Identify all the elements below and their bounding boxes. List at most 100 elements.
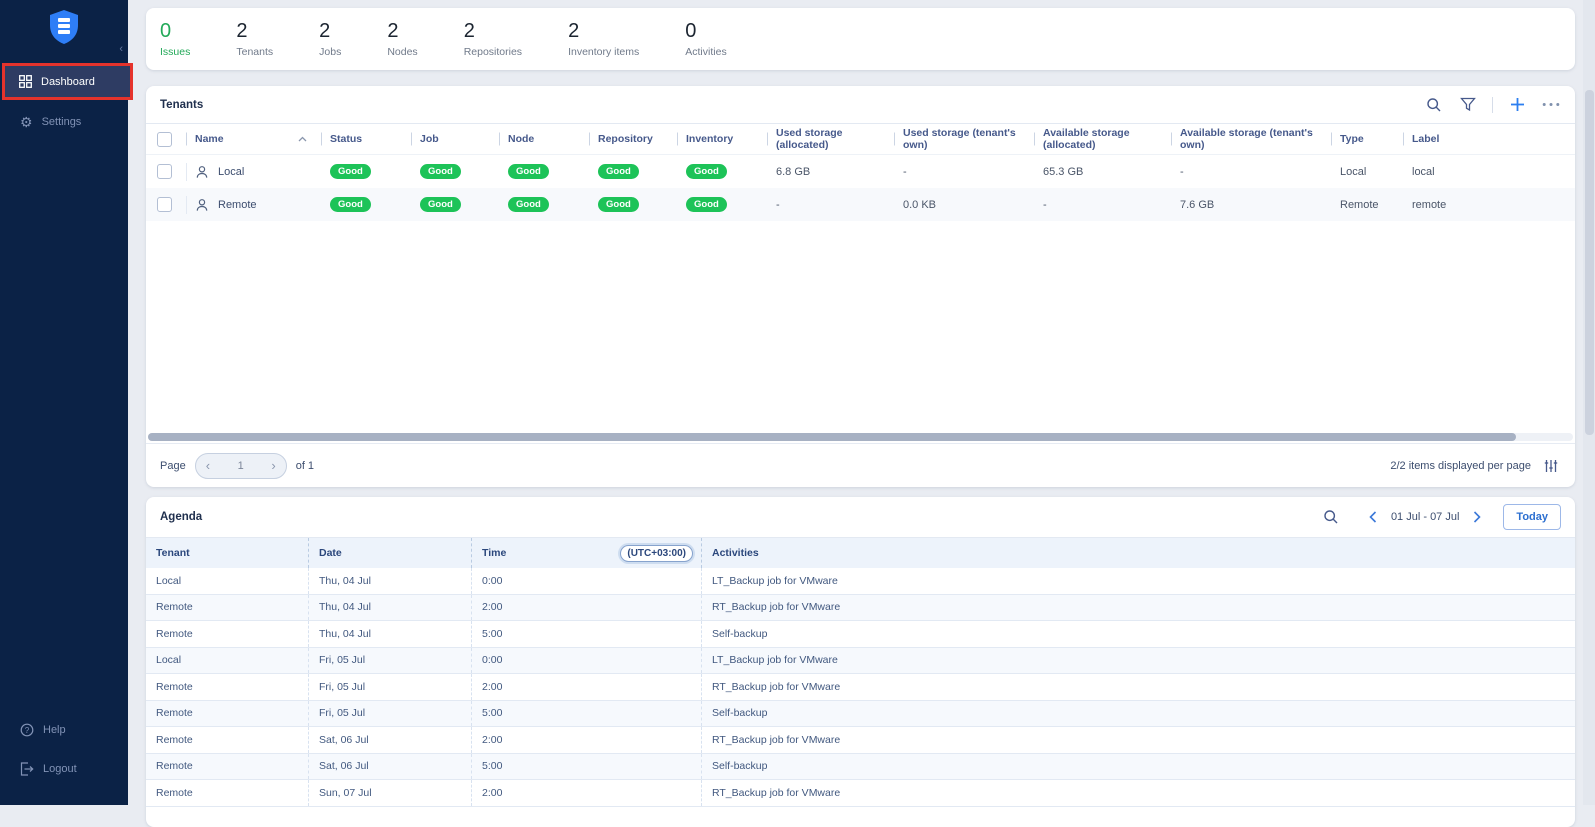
stat-item: 2 Tenants — [236, 21, 273, 58]
time-label: Time — [482, 547, 507, 559]
column-header-job[interactable]: Job — [411, 124, 499, 154]
column-header-node[interactable]: Node — [499, 124, 589, 154]
tenant-name-cell[interactable]: Local — [186, 155, 321, 188]
agenda-header-activities[interactable]: Activities — [712, 547, 759, 559]
stat-value: 2 — [236, 19, 248, 42]
sort-ascending-icon[interactable] — [298, 136, 307, 142]
next-page-icon[interactable]: › — [271, 458, 276, 473]
agenda-header-time[interactable]: Time (UTC+03:00) — [472, 538, 702, 568]
agenda-time-cell: 5:00 — [472, 621, 702, 647]
next-week-icon[interactable] — [1467, 507, 1487, 527]
sidebar-item-help[interactable]: ? Help — [0, 718, 128, 742]
row-checkbox[interactable] — [157, 164, 172, 179]
agenda-tenant-cell: Remote — [146, 753, 309, 779]
agenda-table-header: Tenant Date Time (UTC+03:00) Activities — [146, 538, 1575, 568]
tenant-node-cell: Good — [499, 188, 589, 221]
row-checkbox-cell — [146, 155, 186, 188]
agenda-time-cell: 5:00 — [472, 753, 702, 779]
timezone-badge: (UTC+03:00) — [620, 544, 693, 562]
tenant-name: Local — [218, 165, 245, 178]
today-button[interactable]: Today — [1503, 504, 1561, 530]
sidebar-item-logout[interactable]: Logout — [0, 757, 128, 781]
tenant-status-cell: Good — [321, 155, 411, 188]
agenda-date-cell: Thu, 04 Jul — [309, 568, 472, 594]
vertical-scrollbar-thumb[interactable] — [1584, 90, 1594, 435]
agenda-row[interactable]: Local Thu, 04 Jul 0:00 LT_Backup job for VM… — [146, 568, 1575, 595]
status-badge: Good — [420, 196, 461, 213]
tenant-name-cell[interactable]: Remote — [186, 188, 321, 221]
agenda-row[interactable]: Local Fri, 05 Jul 0:00 LT_Backup job for VM… — [146, 647, 1575, 674]
stat-label: Issues — [160, 45, 191, 58]
row-checkbox[interactable] — [157, 197, 172, 212]
column-settings-icon[interactable] — [1541, 456, 1561, 476]
horizontal-scrollbar-track[interactable] — [148, 433, 1573, 441]
sidebar-collapse-icon[interactable]: ‹ — [119, 43, 123, 55]
stat-item: 2 Jobs — [319, 21, 341, 58]
column-header-inventory[interactable]: Inventory — [677, 124, 767, 154]
stat-value: 2 — [463, 19, 475, 42]
search-icon[interactable] — [1424, 95, 1444, 115]
horizontal-scrollbar-thumb[interactable] — [148, 433, 1516, 441]
column-header-available-storage-tenant-s-own[interactable]: Available storage (tenant's own) — [1171, 124, 1331, 154]
date-range-label: 01 Jul - 07 Jul — [1390, 511, 1460, 523]
tenant-row[interactable]: Remote Good Good Good Good Good - 0.0 KB - 7.6 GB… — [146, 188, 1575, 221]
column-header-name[interactable]: Name — [186, 124, 321, 154]
agenda-row[interactable]: Remote Sat, 06 Jul 2:00 RT_Backup job for V… — [146, 727, 1575, 754]
column-header-available-storage-allocated[interactable]: Available storage (allocated) — [1034, 124, 1171, 154]
svg-text:?: ? — [25, 726, 30, 735]
help-icon: ? — [20, 723, 34, 737]
status-badge: Good — [420, 163, 461, 180]
agenda-activity-cell: LT_Backup job for VMware — [712, 574, 838, 587]
agenda-activity-cell: RT_Backup job for VMware — [712, 786, 841, 799]
vertical-scrollbar-track[interactable] — [1583, 0, 1595, 805]
current-page: 1 — [237, 459, 244, 472]
select-all-checkbox[interactable] — [157, 131, 172, 147]
status-badge: Good — [508, 196, 549, 213]
status-badge: Good — [686, 196, 727, 213]
agenda-row[interactable]: Remote Thu, 04 Jul 5:00 Self-backup — [146, 621, 1575, 648]
agenda-time-cell: 2:00 — [472, 594, 702, 620]
column-header-used-storage-allocated[interactable]: Used storage (allocated) — [767, 124, 894, 154]
tenant-job-cell: Good — [411, 188, 499, 221]
tenant-tenant-type-cell: Remote — [1340, 198, 1379, 211]
tenant-used-storage-own-cell: - — [903, 165, 907, 178]
agenda-time-cell: 5:00 — [472, 700, 702, 726]
agenda-row[interactable]: Remote Sun, 07 Jul 2:00 RT_Backup job for V… — [146, 780, 1575, 807]
sidebar-item-dashboard[interactable]: Dashboard — [2, 63, 133, 100]
agenda-row[interactable]: Remote Thu, 04 Jul 2:00 RT_Backup job for V… — [146, 594, 1575, 621]
stat-item: 0 Activities — [685, 21, 726, 58]
agenda-time-cell: 0:00 — [472, 568, 702, 594]
column-header-type[interactable]: Type — [1331, 124, 1403, 154]
stat-value: 2 — [319, 19, 331, 42]
agenda-header-date[interactable]: Date — [309, 538, 472, 568]
agenda-row[interactable]: Remote Fri, 05 Jul 2:00 RT_Backup job for V… — [146, 674, 1575, 701]
filter-icon[interactable] — [1458, 95, 1478, 115]
status-badge: Good — [508, 163, 549, 180]
tenant-row[interactable]: Local Good Good Good Good Good 6.8 GB - 65.3 GB -… — [146, 155, 1575, 188]
gear-icon: ⚙ — [20, 114, 33, 130]
tenant-inventory-cell: Good — [677, 155, 767, 188]
tenant-tenant-label-cell: remote — [1412, 198, 1447, 211]
agenda-row[interactable]: Remote Sat, 06 Jul 5:00 Self-backup — [146, 753, 1575, 780]
sidebar-item-settings[interactable]: ⚙ Settings — [0, 110, 128, 134]
agenda-search-icon[interactable] — [1321, 507, 1341, 527]
agenda-activity-cell: RT_Backup job for VMware — [712, 680, 841, 693]
agenda-row[interactable]: Remote Fri, 05 Jul 5:00 Self-backup — [146, 700, 1575, 727]
person-icon — [195, 165, 209, 179]
agenda-activity-cell: LT_Backup job for VMware — [712, 654, 838, 667]
column-header-status[interactable]: Status — [321, 124, 411, 154]
sidebar-item-label: Dashboard — [41, 75, 95, 88]
agenda-header-tenant[interactable]: Tenant — [146, 538, 309, 568]
column-header-used-storage-tenant-s-own[interactable]: Used storage (tenant's own) — [894, 124, 1034, 154]
column-header-repository[interactable]: Repository — [589, 124, 677, 154]
more-options-icon[interactable] — [1541, 95, 1561, 115]
agenda-activity-cell: RT_Backup job for VMware — [712, 601, 841, 614]
previous-week-icon[interactable] — [1363, 507, 1383, 527]
agenda-date-cell: Thu, 04 Jul — [309, 621, 472, 647]
agenda-tenant-cell: Remote — [146, 727, 309, 753]
stat-value: 2 — [387, 19, 399, 42]
add-tenant-icon[interactable] — [1507, 95, 1527, 115]
column-header-label[interactable]: Label — [1403, 124, 1575, 154]
previous-page-icon[interactable]: ‹ — [205, 458, 211, 473]
tenant-tenant-label-cell: local — [1412, 165, 1435, 178]
